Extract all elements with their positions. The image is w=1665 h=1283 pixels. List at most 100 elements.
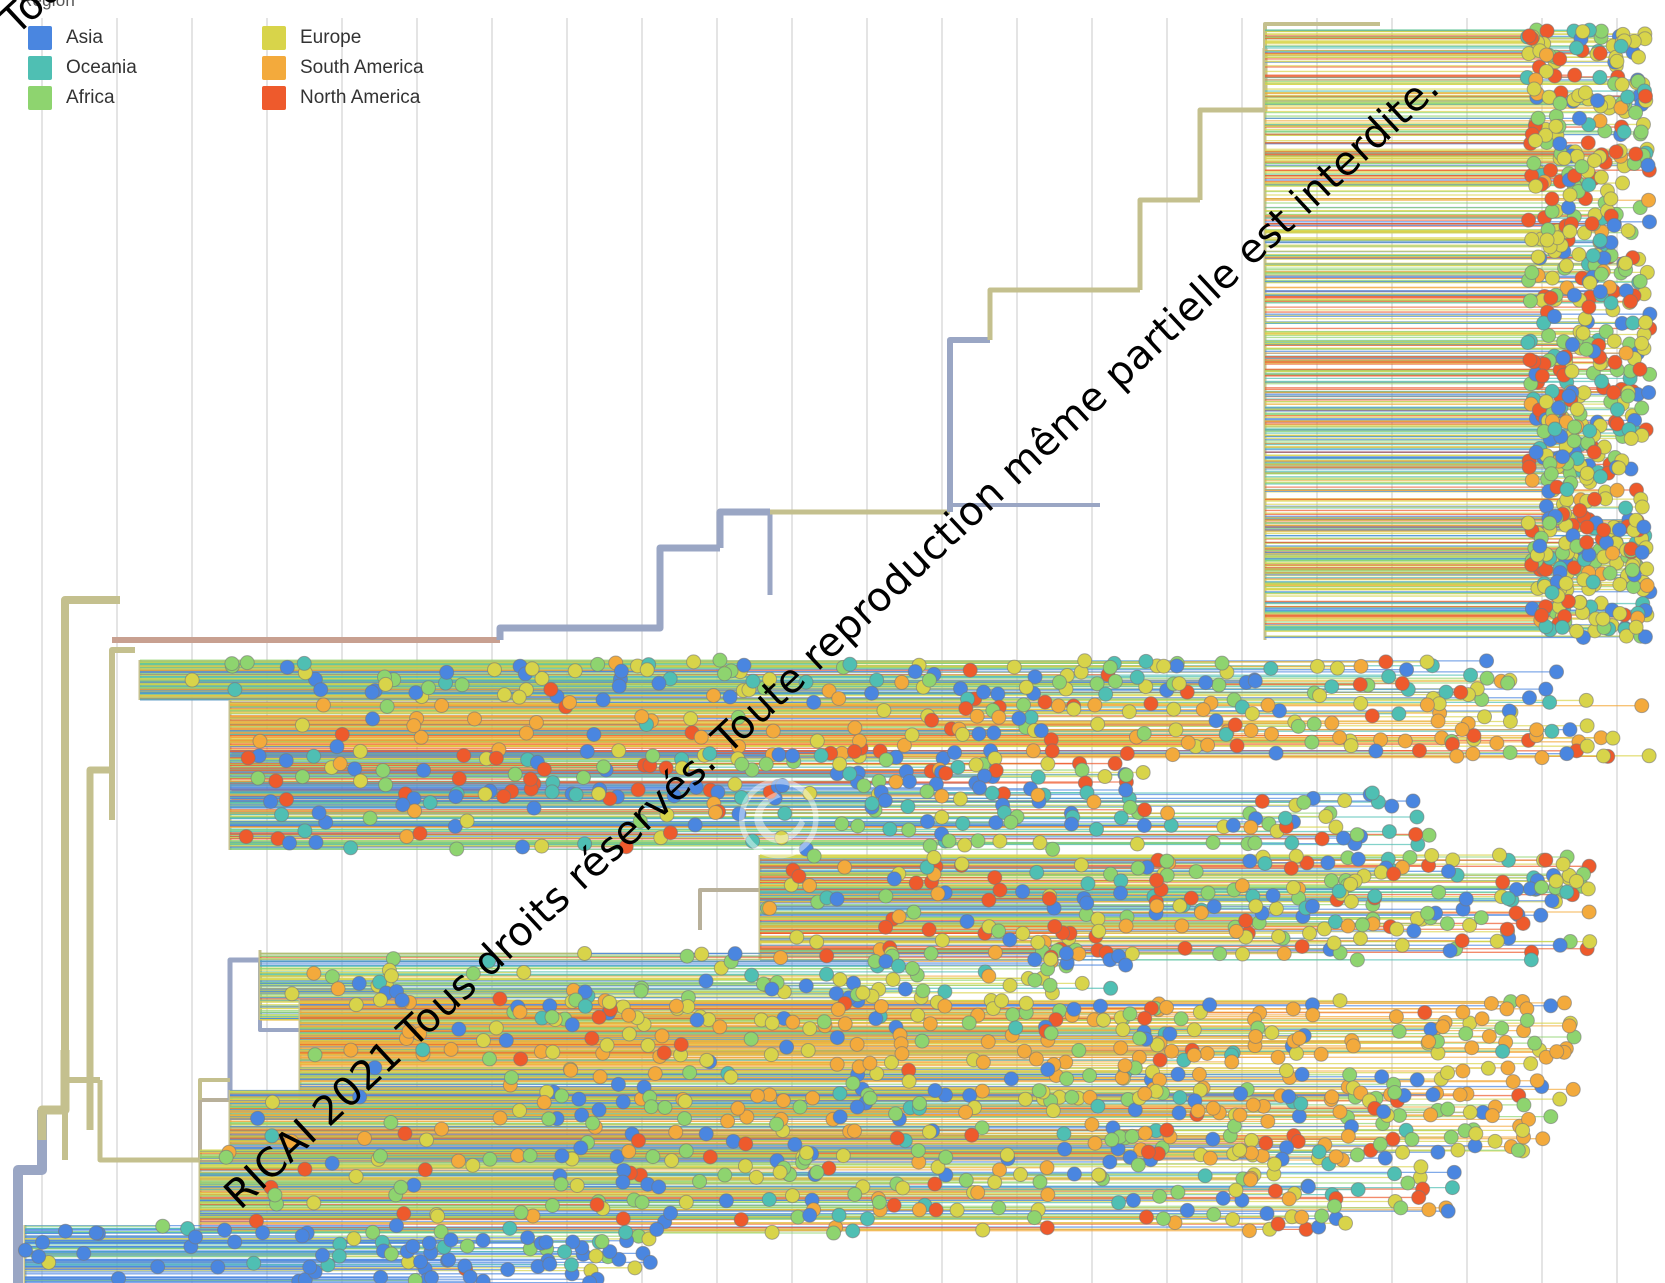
tree-tip (922, 1016, 938, 1032)
tree-tip (1613, 100, 1629, 116)
tree-tip (1529, 1073, 1545, 1089)
tree-tip (1559, 746, 1575, 762)
tree-tip (618, 839, 634, 855)
tree-tip (777, 805, 793, 821)
tree-tip (1122, 1006, 1138, 1022)
tree-tip (668, 1124, 684, 1140)
tree-tip (1015, 884, 1031, 900)
tree-tip (1103, 980, 1119, 996)
tree-tip (1159, 853, 1175, 869)
tree-tip (1523, 1056, 1539, 1072)
tree-tip (1030, 787, 1046, 803)
tree-tip (329, 739, 345, 755)
tree-tip (1449, 748, 1465, 764)
tree-tip (565, 1234, 581, 1250)
tree-tip (832, 756, 848, 772)
tree-tip (1581, 904, 1597, 920)
tree-tip (584, 1030, 600, 1046)
tree-tip (1191, 1066, 1207, 1082)
tree-tip (1368, 743, 1384, 759)
tree-tip (1002, 977, 1018, 993)
legend-swatch (262, 86, 286, 110)
tree-tip (791, 868, 807, 884)
tree-tip (1521, 28, 1537, 44)
tree-tip (1544, 585, 1560, 601)
tree-tip (835, 1148, 851, 1164)
tree-tip (1552, 937, 1568, 953)
tree-tip (717, 1167, 733, 1183)
tree-tip (1502, 745, 1518, 761)
tree-tip (1124, 1128, 1140, 1144)
tree-tip (971, 726, 987, 742)
tree-tip (353, 773, 369, 789)
tree-tip (1130, 860, 1146, 876)
tree-tip (618, 1224, 634, 1240)
tree-tip (331, 1248, 347, 1264)
tree-tip (1066, 701, 1082, 717)
tree-tip (689, 1012, 705, 1028)
tree-tip (352, 743, 368, 759)
tree-tip (772, 1164, 788, 1180)
tree-tip (332, 756, 348, 772)
tree-tip (1565, 1081, 1581, 1097)
tree-tip (992, 833, 1008, 849)
tree-tip (1039, 1220, 1055, 1236)
legend-swatch (262, 26, 286, 50)
tree-tip (938, 1149, 954, 1165)
tree-tip (1327, 914, 1343, 930)
tree-tip (1160, 805, 1176, 821)
tree-tip (1593, 169, 1609, 185)
tree-tip (1364, 708, 1380, 724)
tree-tip (720, 1113, 736, 1129)
tree-tip (544, 1197, 560, 1213)
tree-tip (658, 760, 674, 776)
tree-tip (919, 814, 935, 830)
tree-tip (1384, 798, 1400, 814)
tree-tip (1502, 713, 1518, 729)
tree-tip (611, 743, 627, 759)
tree-tip (1638, 314, 1654, 330)
tree-tip (1581, 547, 1597, 563)
tree-tip (1481, 1028, 1497, 1044)
tree-tip (1011, 710, 1027, 726)
tree-tip (422, 795, 438, 811)
tree-tip (524, 661, 540, 677)
tree-tip (923, 945, 939, 961)
tree-tip (1149, 898, 1165, 914)
tree-tip (1071, 1042, 1087, 1058)
tree-tip (1634, 335, 1650, 351)
tree-tip (313, 682, 329, 698)
tree-tip (739, 1109, 755, 1125)
tree-tip (1618, 345, 1634, 361)
legend-label: Oceania (66, 57, 137, 78)
tree-tip (1559, 482, 1575, 498)
tree-tip (1569, 401, 1585, 417)
tree-tip (1353, 695, 1369, 711)
tree-tip (981, 892, 997, 908)
tree-tip (1618, 255, 1634, 271)
tree-tip (488, 750, 504, 766)
tree-tip (1138, 1209, 1154, 1225)
tree-tip (953, 681, 969, 697)
tree-tip (1163, 817, 1179, 833)
tree-tip (564, 1017, 580, 1033)
tree-tip (1102, 659, 1118, 675)
tree-tip (500, 1262, 516, 1278)
tree-tip (1232, 1142, 1248, 1158)
tree-tip (764, 1015, 780, 1031)
tree-tip (569, 1177, 585, 1193)
tree-tip (1524, 265, 1540, 281)
tree-tip (1593, 469, 1609, 485)
tree-tip (722, 689, 738, 705)
tree-tip (443, 1041, 459, 1057)
tree-tip (869, 672, 885, 688)
tree-tip (1137, 1010, 1153, 1026)
tree-tip (1138, 679, 1154, 695)
tree-tip (1118, 957, 1134, 973)
tree-tip (563, 1062, 579, 1078)
tree-tip (1634, 544, 1650, 560)
tree-tip (1121, 704, 1137, 720)
tree-tip (1066, 1001, 1082, 1017)
tree-tip (837, 859, 853, 875)
